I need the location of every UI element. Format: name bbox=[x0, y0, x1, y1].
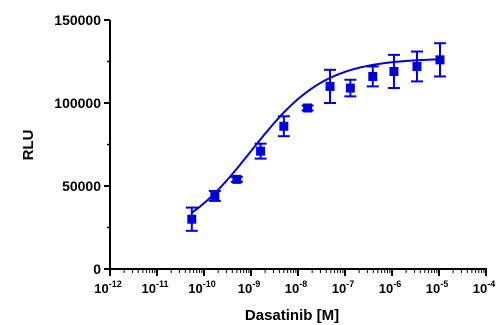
data-point bbox=[277, 115, 290, 138]
point-marker bbox=[210, 191, 220, 201]
x-tick-label: 10-11 bbox=[142, 279, 169, 296]
data-point bbox=[410, 50, 423, 83]
x-tick-label: 10-12 bbox=[94, 279, 121, 296]
x-tick-label: 10-6 bbox=[379, 279, 401, 296]
data-point bbox=[324, 68, 337, 104]
data-point bbox=[254, 142, 267, 160]
data-points-group bbox=[185, 42, 446, 232]
x-tick-label: 10-4 bbox=[473, 279, 495, 296]
y-tick-label: 50000 bbox=[62, 178, 101, 194]
data-point bbox=[185, 206, 198, 232]
x-tick-label: 10-9 bbox=[238, 279, 260, 296]
x-tick-label: 10-5 bbox=[426, 279, 448, 296]
data-point bbox=[208, 189, 221, 202]
point-marker bbox=[279, 121, 289, 131]
data-point bbox=[301, 103, 314, 113]
fit-curve-group bbox=[191, 58, 441, 214]
point-marker bbox=[232, 174, 242, 184]
data-point bbox=[433, 42, 446, 78]
fit-curve bbox=[191, 58, 441, 214]
data-point bbox=[230, 174, 243, 184]
y-tick-label: 150000 bbox=[54, 12, 101, 28]
point-marker bbox=[303, 103, 313, 113]
point-marker bbox=[435, 55, 445, 65]
data-point bbox=[344, 78, 357, 98]
y-tick-label: 100000 bbox=[54, 95, 101, 111]
data-point bbox=[387, 53, 400, 90]
point-marker bbox=[187, 214, 197, 224]
x-axis-title: Dasatinib [M] bbox=[245, 307, 339, 324]
point-marker bbox=[325, 81, 335, 91]
data-point bbox=[366, 65, 379, 88]
y-axis-title: RLU bbox=[20, 130, 37, 161]
x-tick-label: 10-7 bbox=[332, 279, 354, 296]
x-tick-label: 10-8 bbox=[285, 279, 307, 296]
axes: 0 50000 100000 150000 10-12 10-11 10-10 10-9 10-… bbox=[54, 12, 495, 296]
point-marker bbox=[412, 61, 422, 71]
point-marker bbox=[345, 83, 355, 93]
point-marker bbox=[389, 66, 399, 76]
x-tick-label: 10-10 bbox=[188, 279, 215, 296]
point-marker bbox=[256, 146, 266, 156]
point-marker bbox=[368, 71, 378, 81]
y-tick-label: 0 bbox=[93, 261, 101, 277]
